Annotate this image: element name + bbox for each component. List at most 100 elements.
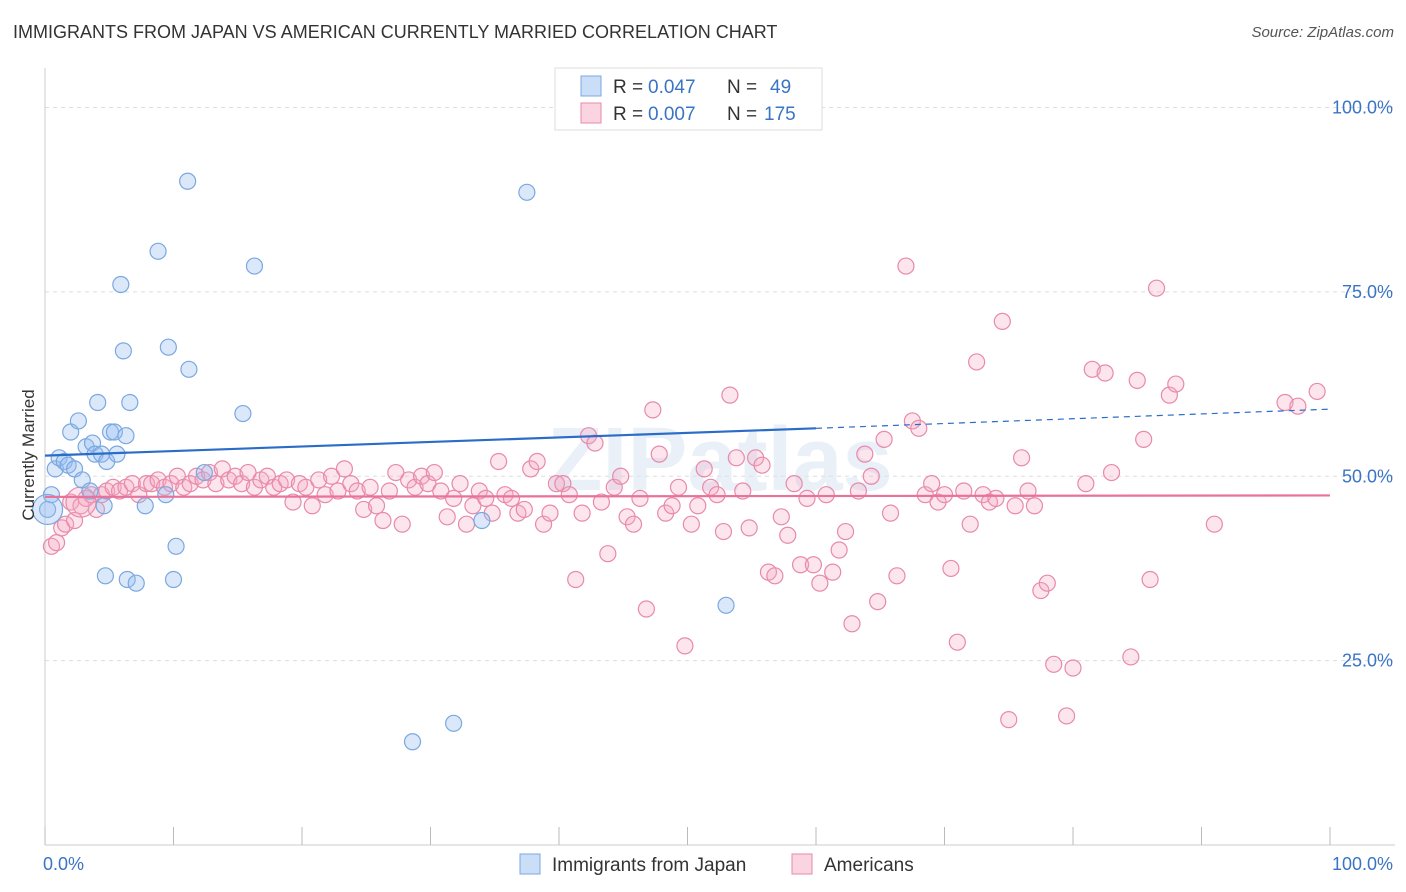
data-point — [157, 486, 175, 504]
legend-swatch-pink — [580, 102, 602, 124]
data-point — [708, 486, 726, 504]
bottom-legend-swatch-pink — [791, 853, 813, 875]
data-point — [335, 460, 354, 478]
data-point — [791, 556, 810, 574]
tick-labels: 25.0% 50.0% 75.0% 100.0% 0.0% 100.0% — [43, 98, 1393, 875]
data-point — [910, 419, 928, 437]
legend-r-value: 0.007 — [648, 104, 696, 125]
data-point — [592, 493, 611, 511]
data-point — [310, 471, 328, 489]
data-point — [1096, 364, 1114, 382]
data-point — [445, 489, 463, 507]
data-point — [1141, 570, 1159, 589]
data-point — [1147, 279, 1166, 297]
legend-n-label: N = — [727, 77, 757, 98]
data-point — [862, 467, 880, 485]
data-point — [1167, 375, 1185, 393]
data-point — [753, 456, 771, 474]
gridlines — [45, 107, 1395, 662]
data-point — [159, 338, 177, 356]
data-point — [69, 412, 88, 430]
data-point — [811, 574, 829, 592]
data-point — [830, 541, 848, 559]
data-point — [502, 489, 521, 507]
data-point — [573, 504, 591, 522]
data-point — [367, 497, 386, 515]
data-point — [47, 534, 66, 552]
data-point — [149, 242, 167, 260]
bottom-legend: Immigrants from Japan Americans — [519, 853, 914, 876]
legend-r-value: 0.047 — [648, 77, 696, 98]
data-point — [948, 633, 966, 651]
axes — [44, 68, 1395, 846]
data-point — [1135, 430, 1153, 448]
data-point — [717, 596, 735, 614]
data-point — [1308, 382, 1326, 401]
data-point — [1064, 659, 1082, 677]
data-point — [1057, 707, 1076, 725]
data-point — [361, 478, 379, 496]
data-point — [888, 567, 906, 585]
trend-line — [44, 494, 1331, 498]
data-point — [612, 467, 630, 485]
y-tick-label: 50.0% — [1342, 466, 1393, 486]
watermark: ZIPatlas — [547, 410, 892, 510]
data-point — [432, 482, 450, 500]
data-point — [380, 482, 398, 500]
data-point — [817, 486, 835, 504]
trend-line-extension — [815, 408, 1331, 429]
data-point — [923, 475, 941, 493]
data-point — [303, 497, 321, 515]
data-point — [1000, 711, 1018, 729]
data-point — [897, 257, 915, 275]
data-point — [727, 449, 745, 467]
data-point — [322, 467, 341, 485]
data-point — [993, 312, 1011, 330]
data-point — [490, 452, 508, 471]
data-point — [438, 508, 456, 526]
data-point — [547, 475, 566, 493]
y-tick-label: 100.0% — [1332, 98, 1393, 118]
legend-r-label: R = — [613, 77, 643, 98]
source-label: Source: ZipAtlas.com — [1251, 24, 1394, 41]
data-point — [624, 515, 643, 533]
data-point — [1012, 449, 1031, 467]
data-point — [179, 172, 197, 190]
data-point — [560, 486, 578, 504]
data-point — [631, 489, 649, 507]
data-point — [869, 593, 887, 611]
data-point — [987, 489, 1005, 507]
data-point — [1045, 655, 1063, 673]
data-point — [355, 500, 373, 519]
legend-r-label: R = — [613, 104, 643, 125]
data-point — [1122, 648, 1140, 666]
y-tick-label: 25.0% — [1342, 651, 1393, 671]
data-point — [464, 497, 482, 515]
trend-line — [44, 427, 817, 457]
data-point — [1205, 515, 1223, 533]
x-tick-label: 0.0% — [43, 854, 84, 874]
data-point — [118, 570, 136, 589]
bottom-legend-label: Immigrants from Japan — [552, 855, 746, 876]
data-point — [541, 504, 559, 522]
data-point — [457, 515, 476, 533]
data-point — [89, 393, 107, 412]
data-point — [114, 342, 132, 360]
data-point — [515, 500, 533, 519]
data-point — [96, 567, 114, 585]
data-point — [785, 475, 803, 493]
data-point — [329, 482, 347, 500]
data-point — [682, 515, 700, 533]
data-point — [451, 475, 469, 493]
data-point — [195, 463, 213, 482]
data-point — [117, 427, 135, 445]
data-point — [714, 522, 733, 541]
data-point — [277, 471, 296, 489]
data-point — [81, 482, 99, 500]
data-point — [1289, 397, 1307, 415]
data-point — [1077, 475, 1095, 493]
data-point — [95, 497, 113, 515]
data-point-large — [65, 486, 97, 518]
data-point — [136, 497, 154, 515]
